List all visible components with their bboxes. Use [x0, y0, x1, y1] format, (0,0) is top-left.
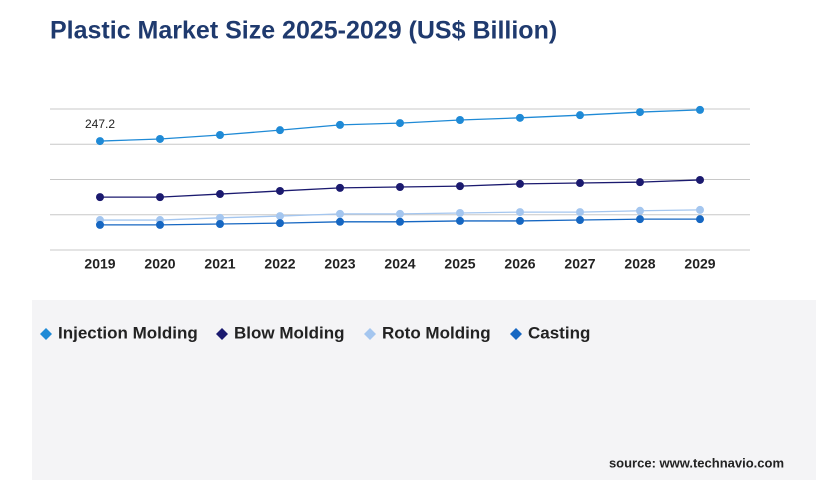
point: [276, 219, 284, 228]
point: [696, 215, 704, 224]
chart-title: Plastic Market Size 2025-2029 (US$ Billi…: [50, 17, 557, 45]
point: [576, 208, 584, 217]
point: [636, 206, 644, 215]
legend-panel: [32, 300, 816, 480]
x-tick-label: 2024: [384, 256, 415, 272]
x-tick-label: 2027: [564, 256, 595, 272]
point: [696, 175, 704, 184]
legend-marker: [510, 328, 522, 340]
point: [636, 178, 644, 187]
point: [696, 205, 704, 214]
legend-label: Roto Molding: [382, 323, 491, 342]
point: [216, 220, 224, 229]
point: [516, 208, 524, 217]
x-tick-label: 2023: [324, 256, 355, 272]
point: [456, 182, 464, 191]
point: [96, 193, 104, 202]
point: [696, 105, 704, 114]
data-label: 247.2: [85, 117, 115, 131]
point: [336, 209, 344, 218]
point: [396, 217, 404, 226]
point: [276, 126, 284, 135]
point: [156, 134, 164, 143]
point: [336, 183, 344, 192]
point: [396, 209, 404, 218]
legend-marker: [216, 328, 228, 340]
x-tick-label: 2021: [204, 256, 235, 272]
legend-label: Blow Molding: [234, 323, 344, 342]
point: [276, 212, 284, 221]
point: [156, 193, 164, 202]
point: [456, 116, 464, 125]
point: [336, 120, 344, 129]
point: [636, 108, 644, 117]
point: [336, 217, 344, 226]
point: [96, 220, 104, 229]
point: [636, 215, 644, 224]
point: [456, 208, 464, 217]
x-tick-label: 2029: [684, 256, 715, 272]
point: [216, 130, 224, 139]
point: [456, 216, 464, 225]
point: [96, 137, 104, 146]
point: [216, 190, 224, 199]
point: [516, 179, 524, 188]
x-tick-label: 2019: [84, 256, 115, 272]
point: [516, 113, 524, 122]
point: [396, 119, 404, 128]
x-tick-label: 2025: [444, 256, 475, 272]
source: source: www.technavio.com: [609, 455, 784, 470]
x-tick-label: 2026: [504, 256, 535, 272]
point: [516, 216, 524, 225]
legend-label: Injection Molding: [58, 323, 198, 342]
point: [156, 220, 164, 229]
legend-label: Casting: [528, 323, 590, 342]
point: [576, 179, 584, 188]
x-tick-label: 2020: [144, 256, 175, 272]
point: [576, 111, 584, 120]
point: [216, 213, 224, 222]
point: [276, 186, 284, 195]
x-tick-label: 2028: [624, 256, 655, 272]
point: [576, 216, 584, 225]
x-tick-label: 2022: [264, 256, 295, 272]
point: [396, 182, 404, 191]
legend-marker: [364, 328, 376, 340]
legend-marker: [40, 328, 52, 340]
